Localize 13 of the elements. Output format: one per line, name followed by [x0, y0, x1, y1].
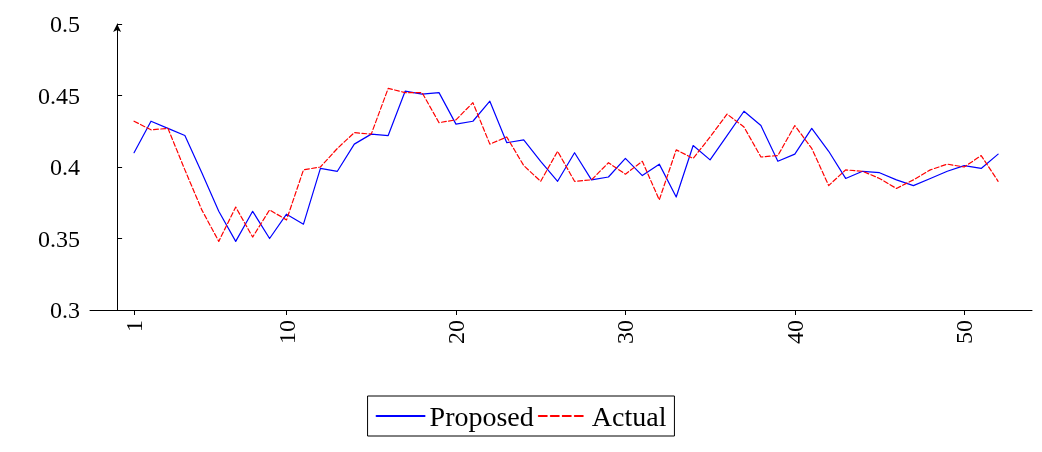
x-tick-label: 40: [781, 320, 808, 344]
legend-label: Proposed: [429, 400, 534, 432]
y-tick-label: 0.3: [50, 297, 80, 323]
x-tick-label: 10: [273, 320, 300, 344]
y-tick-label: 0.4: [50, 154, 80, 180]
x-tick-label: 1: [121, 320, 148, 332]
y-tick-label: 0.5: [50, 11, 80, 37]
x-tick-label: 50: [951, 320, 978, 344]
y-tick-label: 0.45: [38, 82, 80, 109]
x-tick-label: 30: [612, 320, 639, 344]
y-tick-label: 0.35: [38, 225, 80, 252]
legend-label: Actual: [591, 400, 667, 432]
x-tick-label: 20: [442, 320, 469, 344]
